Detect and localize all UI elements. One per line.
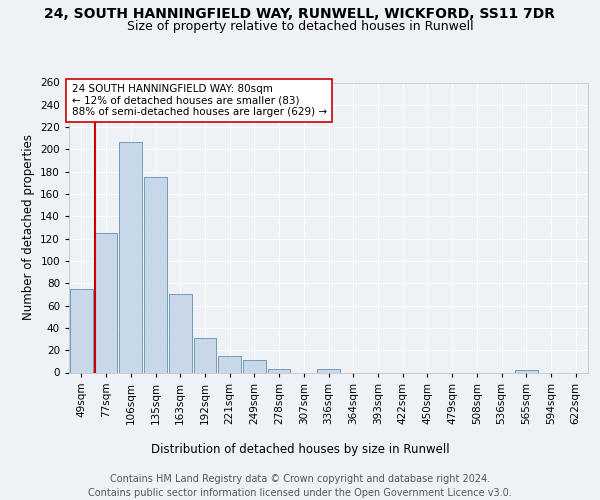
Bar: [515, 370, 538, 372]
Text: Contains public sector information licensed under the Open Government Licence v3: Contains public sector information licen…: [88, 488, 512, 498]
Bar: [95, 233, 118, 372]
Bar: [169, 294, 191, 372]
Text: 24 SOUTH HANNINGFIELD WAY: 80sqm
← 12% of detached houses are smaller (83)
88% o: 24 SOUTH HANNINGFIELD WAY: 80sqm ← 12% o…: [71, 84, 327, 117]
Bar: [119, 142, 142, 372]
Text: 24, SOUTH HANNINGFIELD WAY, RUNWELL, WICKFORD, SS11 7DR: 24, SOUTH HANNINGFIELD WAY, RUNWELL, WIC…: [44, 8, 556, 22]
Text: Contains HM Land Registry data © Crown copyright and database right 2024.: Contains HM Land Registry data © Crown c…: [110, 474, 490, 484]
Bar: [218, 356, 241, 372]
Bar: [243, 360, 266, 372]
Bar: [268, 369, 290, 372]
Bar: [194, 338, 216, 372]
Text: Distribution of detached houses by size in Runwell: Distribution of detached houses by size …: [151, 442, 449, 456]
Text: Size of property relative to detached houses in Runwell: Size of property relative to detached ho…: [127, 20, 473, 33]
Bar: [144, 178, 167, 372]
Y-axis label: Number of detached properties: Number of detached properties: [22, 134, 35, 320]
Bar: [317, 369, 340, 372]
Bar: [70, 289, 93, 372]
